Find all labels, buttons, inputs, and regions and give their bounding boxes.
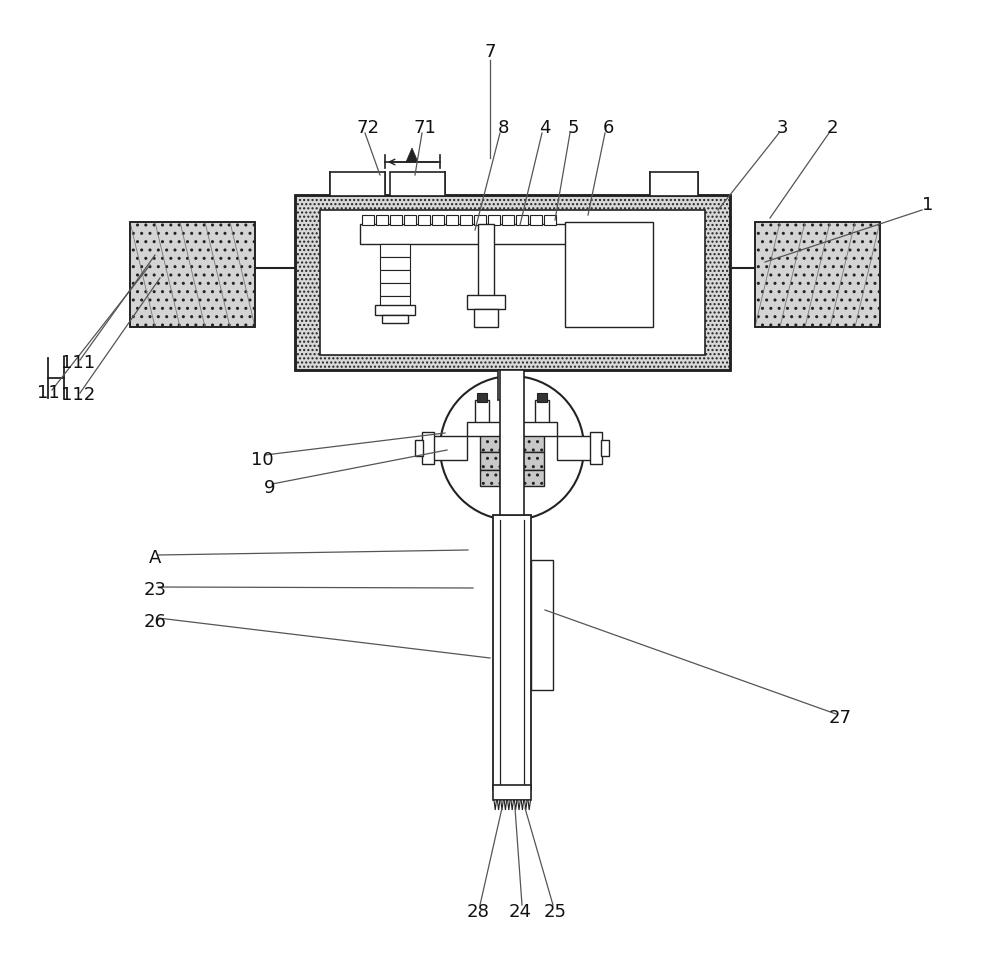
Bar [537,393,547,402]
Text: 111: 111 [61,354,95,372]
Text: 112: 112 [61,386,95,404]
Bar [535,400,549,426]
Bar [380,244,410,257]
Polygon shape [514,800,517,810]
Bar [755,222,880,327]
Bar [474,309,498,327]
Bar [390,172,445,196]
Polygon shape [528,800,530,810]
Bar [601,440,609,456]
Polygon shape [504,800,507,810]
Bar [650,172,698,196]
Bar [480,452,544,470]
Bar [500,370,524,515]
Bar [544,215,556,225]
Bar [498,370,516,400]
Bar [446,215,458,225]
Polygon shape [497,800,500,810]
Bar [467,422,557,436]
Bar [360,224,575,244]
Bar [755,222,880,327]
Bar [382,315,408,323]
Polygon shape [511,800,514,810]
Text: 23: 23 [144,581,166,599]
Bar [516,215,528,225]
Bar [422,432,434,464]
Bar [380,296,410,309]
Text: 9: 9 [264,479,276,497]
Bar [295,195,730,370]
Bar [330,172,385,196]
Polygon shape [508,800,510,810]
Polygon shape [518,800,520,810]
Bar [320,210,705,355]
Bar [380,283,410,296]
Polygon shape [525,800,527,810]
Polygon shape [501,800,503,810]
Bar [460,215,472,225]
Bar [376,215,388,225]
Bar [467,295,505,309]
Bar [493,785,531,800]
Text: 71: 71 [414,119,436,137]
Bar [375,305,415,315]
Bar [493,515,531,790]
Bar [432,436,467,460]
Bar [474,215,486,225]
Text: 27: 27 [828,709,852,727]
Text: 28: 28 [467,903,489,921]
Text: 72: 72 [356,119,380,137]
Text: 5: 5 [567,119,579,137]
Bar [380,257,410,270]
Text: 6: 6 [602,119,614,137]
Text: 10: 10 [251,451,273,469]
Text: 2: 2 [826,119,838,137]
Polygon shape [494,800,496,810]
Bar [362,215,374,225]
Bar [130,222,255,327]
Bar [502,215,514,225]
Bar [480,470,544,486]
Bar [488,215,500,225]
Bar [565,222,653,327]
Bar [418,215,430,225]
Polygon shape [521,800,524,810]
Bar [477,393,487,402]
Bar [557,436,592,460]
Bar [530,215,542,225]
Bar [590,432,602,464]
Circle shape [440,376,584,520]
Bar [295,195,730,370]
Text: 7: 7 [484,43,496,61]
Bar [531,560,553,690]
Bar [478,224,494,299]
Bar [432,215,444,225]
Text: 4: 4 [539,119,551,137]
Text: 25: 25 [544,903,566,921]
Bar [130,222,255,327]
Bar [390,215,402,225]
Text: 3: 3 [776,119,788,137]
Text: 11: 11 [37,384,59,402]
Bar [480,434,544,452]
Text: 1: 1 [922,196,934,214]
Bar [404,215,416,225]
Polygon shape [406,148,418,162]
Text: 26: 26 [144,613,166,631]
Bar [475,400,489,426]
Text: A: A [149,549,161,567]
Text: 8: 8 [497,119,509,137]
Bar [415,440,423,456]
Bar [380,270,410,283]
Text: 24: 24 [509,903,532,921]
